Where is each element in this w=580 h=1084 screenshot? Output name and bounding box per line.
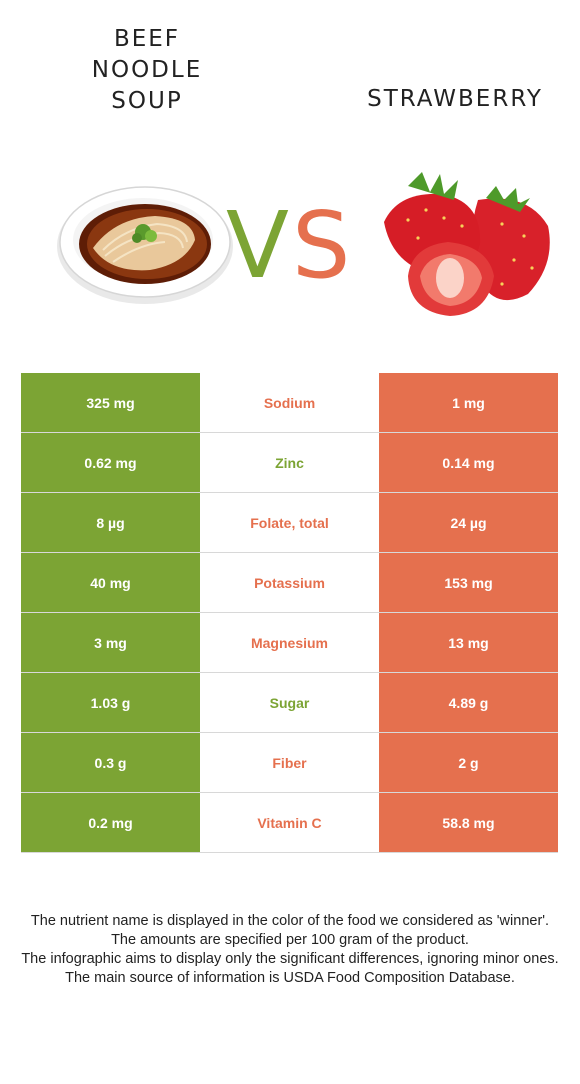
left-value: 3 mg <box>21 612 200 673</box>
right-food-title: STRAWBERRY <box>367 86 543 112</box>
table-row: 1.03 g Sugar 4.89 g <box>21 672 558 733</box>
left-value: 8 µg <box>21 492 200 553</box>
right-value: 153 mg <box>379 552 558 613</box>
footer-line: The nutrient name is displayed in the co… <box>30 913 550 929</box>
nutrient-name: Potassium <box>200 552 379 613</box>
left-value: 0.3 g <box>21 732 200 793</box>
right-value: 58.8 mg <box>379 792 558 853</box>
nutrient-name: Vitamin C <box>200 792 379 853</box>
right-value: 24 µg <box>379 492 558 553</box>
nutrient-name: Zinc <box>200 432 379 493</box>
nutrient-name: Sodium <box>200 373 379 433</box>
right-value: 13 mg <box>379 612 558 673</box>
left-value: 1.03 g <box>21 672 200 733</box>
footer-notes: The nutrient name is displayed in the co… <box>15 912 565 988</box>
vs-s-letter: S <box>292 192 351 299</box>
table-row: 8 µg Folate, total 24 µg <box>21 492 558 553</box>
right-value: 4.89 g <box>379 672 558 733</box>
left-value: 0.2 mg <box>21 792 200 853</box>
right-value: 1 mg <box>379 373 558 433</box>
nutrient-comparison-table: 325 mg Sodium 1 mg 0.62 mg Zinc 0.14 mg 8 µg Fo… <box>21 373 558 853</box>
left-value: 325 mg <box>21 373 200 433</box>
right-value: 0.14 mg <box>379 432 558 493</box>
table-row: 40 mg Potassium 153 mg <box>21 552 558 613</box>
nutrient-name: Fiber <box>200 732 379 793</box>
nutrient-name: Magnesium <box>200 612 379 673</box>
left-value: 0.62 mg <box>21 432 200 493</box>
table-row: 0.62 mg Zinc 0.14 mg <box>21 432 558 493</box>
footer-line: The amounts are specified per 100 gram o… <box>111 932 469 948</box>
table-row: 325 mg Sodium 1 mg <box>21 373 558 433</box>
footer-line: The infographic aims to display only the… <box>21 951 559 967</box>
strawberry-image <box>384 172 550 316</box>
beef-noodle-soup-image <box>57 186 233 304</box>
vs-v-letter: V <box>226 192 289 299</box>
vs-label: V S <box>226 192 356 299</box>
right-value: 2 g <box>379 732 558 793</box>
left-value: 40 mg <box>21 552 200 613</box>
table-row: 0.3 g Fiber 2 g <box>21 732 558 793</box>
footer-line: The main source of information is USDA F… <box>65 970 515 986</box>
table-row: 3 mg Magnesium 13 mg <box>21 612 558 673</box>
table-row: 0.2 mg Vitamin C 58.8 mg <box>21 792 558 853</box>
nutrient-name: Sugar <box>200 672 379 733</box>
left-food-title: BEEF NOODLE SOUP <box>91 26 203 114</box>
nutrient-name: Folate, total <box>200 492 379 553</box>
